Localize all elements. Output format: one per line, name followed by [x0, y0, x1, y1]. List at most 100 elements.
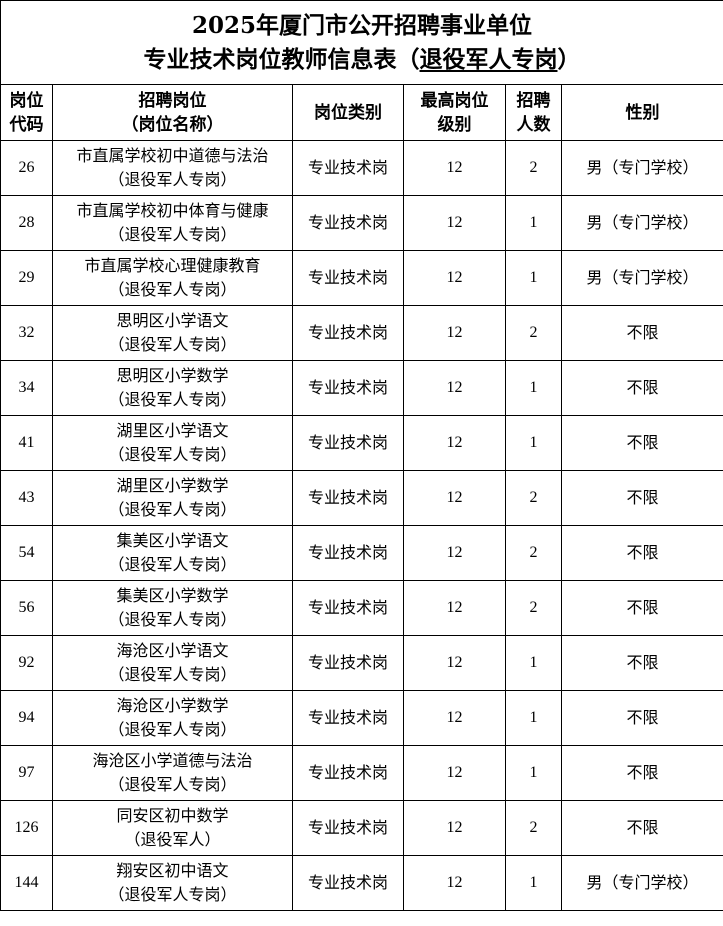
cell-gender-text: 不限: [626, 378, 659, 397]
cell-code: 92: [0, 635, 53, 691]
cell-position-text: （退役军人专岗）: [108, 335, 237, 354]
cell-count: 1: [505, 415, 562, 471]
cell-gender-text: 男（专门学校）: [586, 158, 699, 177]
cell-count-text: 1: [529, 654, 538, 671]
cell-position: 思明区小学语文 （退役军人专岗）: [52, 305, 293, 361]
title-row: 2025年厦门市公开招聘事业单位 专业技术岗位教师信息表（退役军人专岗）: [0, 0, 723, 85]
cell-level-text: 12: [446, 544, 463, 561]
cell-position: 翔安区初中语文 （退役军人专岗）: [52, 855, 293, 911]
title-line-2-suffix: ）: [557, 45, 581, 73]
cell-category-text: 专业技术岗: [307, 543, 388, 562]
header-row: 岗位 代码 招聘岗位 （岗位名称） 岗位类别 最高岗位 级别 招聘 人数 性别: [0, 84, 723, 141]
cell-position: 市直属学校初中道德与法治 （退役军人专岗）: [52, 140, 293, 196]
table-row: 56 集美区小学数学 （退役军人专岗） 专业技术岗 12 2 不限: [0, 580, 723, 636]
table-row: 92 海沧区小学语文 （退役军人专岗） 专业技术岗 12 1 不限: [0, 635, 723, 691]
cell-gender: 不限: [561, 800, 723, 856]
cell-category: 专业技术岗: [292, 745, 404, 801]
table-row: 43 湖里区小学数学 （退役军人专岗） 专业技术岗 12 2 不限: [0, 470, 723, 526]
cell-code: 32: [0, 305, 53, 361]
cell-code: 41: [0, 415, 53, 471]
cell-level: 12: [403, 140, 506, 196]
cell-code: 34: [0, 360, 53, 416]
cell-position: 同安区初中数学 （退役军人）: [52, 800, 293, 856]
cell-count-text: 2: [529, 599, 538, 616]
cell-position-text: 集美区小学数学: [116, 586, 229, 605]
cell-code: 43: [0, 470, 53, 526]
cell-count: 2: [505, 305, 562, 361]
cell-code-text: 26: [18, 159, 35, 176]
cell-code: 126: [0, 800, 53, 856]
cell-count: 2: [505, 525, 562, 581]
cell-position: 市直属学校心理健康教育 （退役军人专岗）: [52, 250, 293, 306]
table-row: 41 湖里区小学语文 （退役军人专岗） 专业技术岗 12 1 不限: [0, 415, 723, 471]
cell-category-text: 专业技术岗: [307, 763, 388, 782]
cell-level-text: 12: [446, 214, 463, 231]
cell-level: 12: [403, 580, 506, 636]
cell-gender: 不限: [561, 525, 723, 581]
cell-position-text: 翔安区初中语文: [116, 861, 229, 880]
cell-position-text: （退役军人）: [124, 830, 221, 849]
cell-gender-text: 不限: [626, 653, 659, 672]
cell-level-text: 12: [446, 874, 463, 891]
cell-code: 26: [0, 140, 53, 196]
cell-code-text: 32: [18, 324, 35, 341]
header-level: 最高岗位 级别: [403, 84, 506, 141]
cell-gender: 不限: [561, 470, 723, 526]
cell-level: 12: [403, 250, 506, 306]
document-title: 2025年厦门市公开招聘事业单位 专业技术岗位教师信息表（退役军人专岗）: [0, 0, 723, 85]
cell-gender-text: 不限: [626, 598, 659, 617]
cell-position: 集美区小学语文 （退役军人专岗）: [52, 525, 293, 581]
cell-position-text: 海沧区小学语文: [116, 641, 229, 660]
cell-level: 12: [403, 195, 506, 251]
cell-level: 12: [403, 800, 506, 856]
cell-level-text: 12: [446, 269, 463, 286]
cell-count: 1: [505, 690, 562, 746]
cell-code-text: 144: [14, 874, 39, 891]
table-row: 97 海沧区小学道德与法治 （退役军人专岗） 专业技术岗 12 1 不限: [0, 745, 723, 801]
cell-category-text: 专业技术岗: [307, 323, 388, 342]
cell-count: 2: [505, 470, 562, 526]
cell-count: 1: [505, 360, 562, 416]
header-text: 招聘岗位: [138, 90, 207, 111]
cell-count-text: 2: [529, 324, 538, 341]
cell-count-text: 2: [529, 489, 538, 506]
header-text: 岗位类别: [314, 102, 382, 123]
cell-position-text: 湖里区小学语文: [116, 421, 229, 440]
table-row: 28 市直属学校初中体育与健康 （退役军人专岗） 专业技术岗 12 1 男（专门学校）: [0, 195, 723, 251]
cell-level-text: 12: [446, 434, 463, 451]
cell-code: 94: [0, 690, 53, 746]
cell-position: 海沧区小学语文 （退役军人专岗）: [52, 635, 293, 691]
cell-category-text: 专业技术岗: [307, 873, 388, 892]
cell-category: 专业技术岗: [292, 800, 404, 856]
cell-category: 专业技术岗: [292, 525, 404, 581]
header-text: 性别: [625, 102, 660, 123]
cell-level-text: 12: [446, 489, 463, 506]
cell-position: 海沧区小学数学 （退役军人专岗）: [52, 690, 293, 746]
table-row: 26 市直属学校初中道德与法治 （退役军人专岗） 专业技术岗 12 2 男（专门学校）: [0, 140, 723, 196]
cell-gender-text: 不限: [626, 488, 659, 507]
cell-code: 28: [0, 195, 53, 251]
cell-position: 湖里区小学语文 （退役军人专岗）: [52, 415, 293, 471]
header-text: 招聘: [516, 90, 551, 111]
cell-position: 思明区小学数学 （退役军人专岗）: [52, 360, 293, 416]
table-row: 144 翔安区初中语文 （退役军人专岗） 专业技术岗 12 1 男（专门学校）: [0, 855, 723, 911]
cell-category: 专业技术岗: [292, 690, 404, 746]
cell-gender: 不限: [561, 635, 723, 691]
table-row: 34 思明区小学数学 （退役军人专岗） 专业技术岗 12 1 不限: [0, 360, 723, 416]
cell-position: 湖里区小学数学 （退役军人专岗）: [52, 470, 293, 526]
cell-gender: 不限: [561, 360, 723, 416]
cell-level: 12: [403, 415, 506, 471]
cell-position-text: （退役军人专岗）: [108, 390, 237, 409]
cell-level-text: 12: [446, 379, 463, 396]
cell-position-text: （退役军人专岗）: [108, 775, 237, 794]
cell-level: 12: [403, 635, 506, 691]
header-text: 最高岗位: [420, 90, 489, 111]
cell-count-text: 2: [529, 544, 538, 561]
cell-code: 97: [0, 745, 53, 801]
cell-gender-text: 男（专门学校）: [586, 268, 699, 287]
cell-category-text: 专业技术岗: [307, 213, 388, 232]
cell-category: 专业技术岗: [292, 360, 404, 416]
cell-gender: 不限: [561, 745, 723, 801]
cell-category-text: 专业技术岗: [307, 268, 388, 287]
